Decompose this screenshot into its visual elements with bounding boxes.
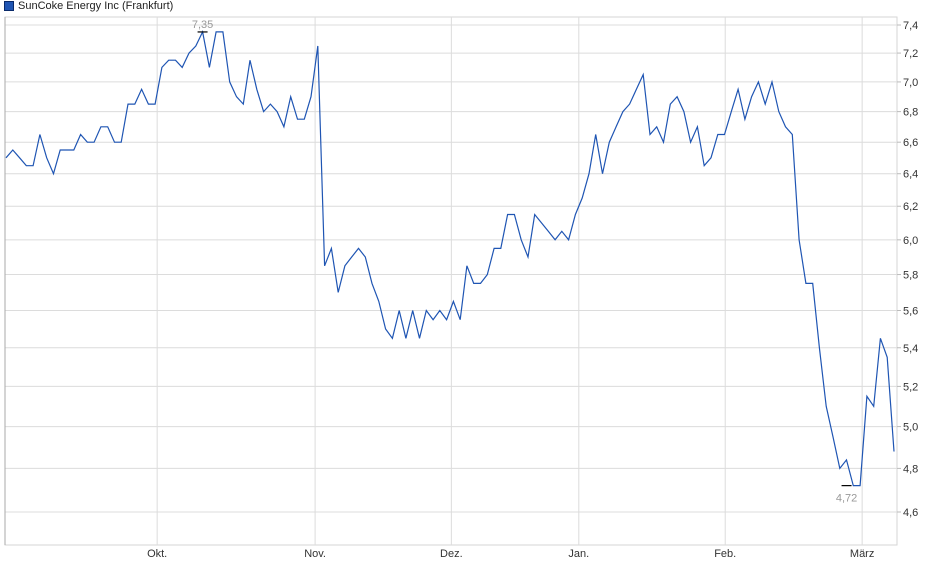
- y-tick-label: 6,6: [903, 137, 918, 149]
- x-axis: Okt. Nov. Dez. Jan. Feb. März: [147, 548, 874, 560]
- y-tick-label: 5,4: [903, 343, 918, 355]
- chart-legend: SunCoke Energy Inc (Frankfurt): [4, 0, 173, 12]
- x-tick-label: März: [850, 548, 874, 560]
- x-tick-label: Nov.: [304, 548, 326, 560]
- y-axis: 7,4 7,2 7,0 6,8 6,6 6,4 6,2 6,0 5,8 5,6 5,4 5,2 5,0 4…: [897, 20, 918, 519]
- x-tick-label: Okt.: [147, 548, 167, 560]
- legend-swatch: [4, 1, 14, 11]
- y-tick-label: 7,4: [903, 20, 918, 32]
- series: [5, 30, 895, 487]
- y-tick-label: 6,8: [903, 107, 918, 119]
- y-tick-label: 7,0: [903, 77, 918, 89]
- price-line: [5, 30, 895, 487]
- y-tick-label: 5,8: [903, 270, 918, 282]
- y-tick-label: 5,0: [903, 422, 918, 434]
- min-label: 4,72: [836, 493, 857, 505]
- y-tick-label: 6,4: [903, 169, 918, 181]
- y-tick-label: 7,2: [903, 48, 918, 60]
- y-tick-label: 5,6: [903, 305, 918, 317]
- y-tick-label: 6,0: [903, 235, 918, 247]
- max-label: 7,35: [192, 19, 213, 31]
- x-tick-label: Feb.: [714, 548, 736, 560]
- y-tick-label: 4,8: [903, 463, 918, 475]
- annotations: 7,35 4,72: [192, 19, 857, 505]
- y-tick-label: 6,2: [903, 201, 918, 213]
- y-tick-label: 4,6: [903, 507, 918, 519]
- legend-label: SunCoke Energy Inc (Frankfurt): [18, 0, 174, 12]
- grid: [4, 16, 898, 546]
- x-tick-label: Dez.: [440, 548, 463, 560]
- x-tick-label: Jan.: [568, 548, 589, 560]
- y-tick-label: 5,2: [903, 381, 918, 393]
